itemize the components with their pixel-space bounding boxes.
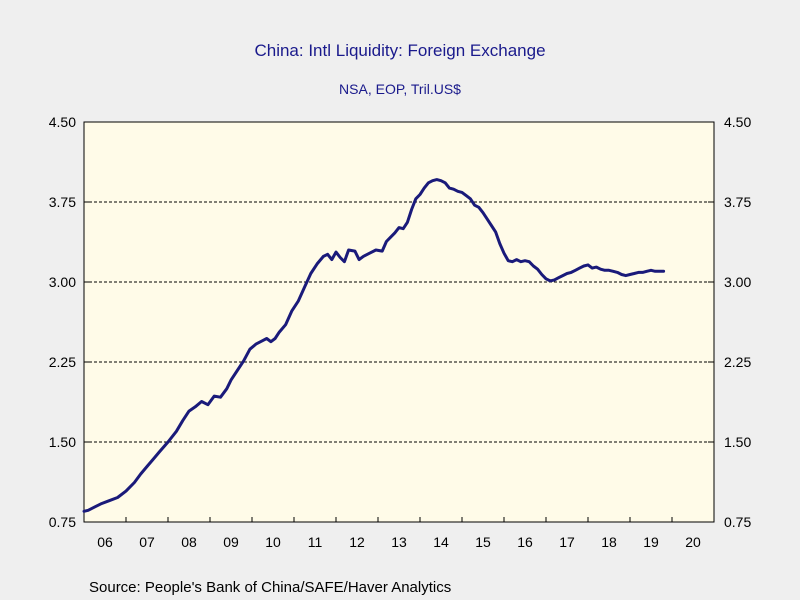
y-tick-label-left: 0.75: [49, 514, 76, 530]
chart-title: China: Intl Liquidity: Foreign Exchange: [254, 41, 545, 60]
y-tick-label-right: 0.75: [724, 514, 751, 530]
y-tick-label-right: 2.25: [724, 354, 751, 370]
plot-frame: [83, 121, 715, 523]
x-tick-label: 06: [97, 534, 113, 550]
gridlines: [84, 201, 714, 443]
y-tick-label-right: 3.75: [724, 194, 751, 210]
plot-area: [84, 122, 714, 522]
x-axis: 06 07 08 09 10 11 12 13 14 15 16 17 18 19 20: [83, 517, 715, 550]
x-tick-label: 17: [559, 534, 575, 550]
x-tick-label: 08: [181, 534, 197, 550]
x-tick-label: 20: [685, 534, 701, 550]
y-tick-label-left: 3.75: [49, 194, 76, 210]
y-tick-label-right: 3.00: [724, 274, 751, 290]
x-tick-label: 18: [601, 534, 617, 550]
y-tick-label-left: 3.00: [49, 274, 76, 290]
x-tick-label: 07: [139, 534, 155, 550]
x-tick-label: 14: [433, 534, 449, 550]
x-tick-label: 16: [517, 534, 533, 550]
y-tick-label-right: 1.50: [724, 434, 751, 450]
y-axis: 0.75 0.75 1.50 1.50 2.25 2.25 3.00 3.00 3.75 3.75…: [49, 114, 752, 530]
y-tick-label-left: 1.50: [49, 434, 76, 450]
x-tick-label: 13: [391, 534, 407, 550]
x-tick-label: 15: [475, 534, 491, 550]
y-tick-label-right: 4.50: [724, 114, 751, 130]
x-tick-label: 10: [265, 534, 281, 550]
x-tick-label: 19: [643, 534, 659, 550]
x-tick-label: 12: [349, 534, 365, 550]
x-tick-label: 09: [223, 534, 239, 550]
x-tick-label: 11: [308, 534, 323, 550]
series-line: [82, 178, 666, 513]
y-tick-label-left: 4.50: [49, 114, 76, 130]
chart-subtitle: NSA, EOP, Tril.US$: [339, 81, 461, 97]
y-tick-label-left: 2.25: [49, 354, 76, 370]
source-note: Source: People's Bank of China/SAFE/Have…: [89, 579, 451, 596]
